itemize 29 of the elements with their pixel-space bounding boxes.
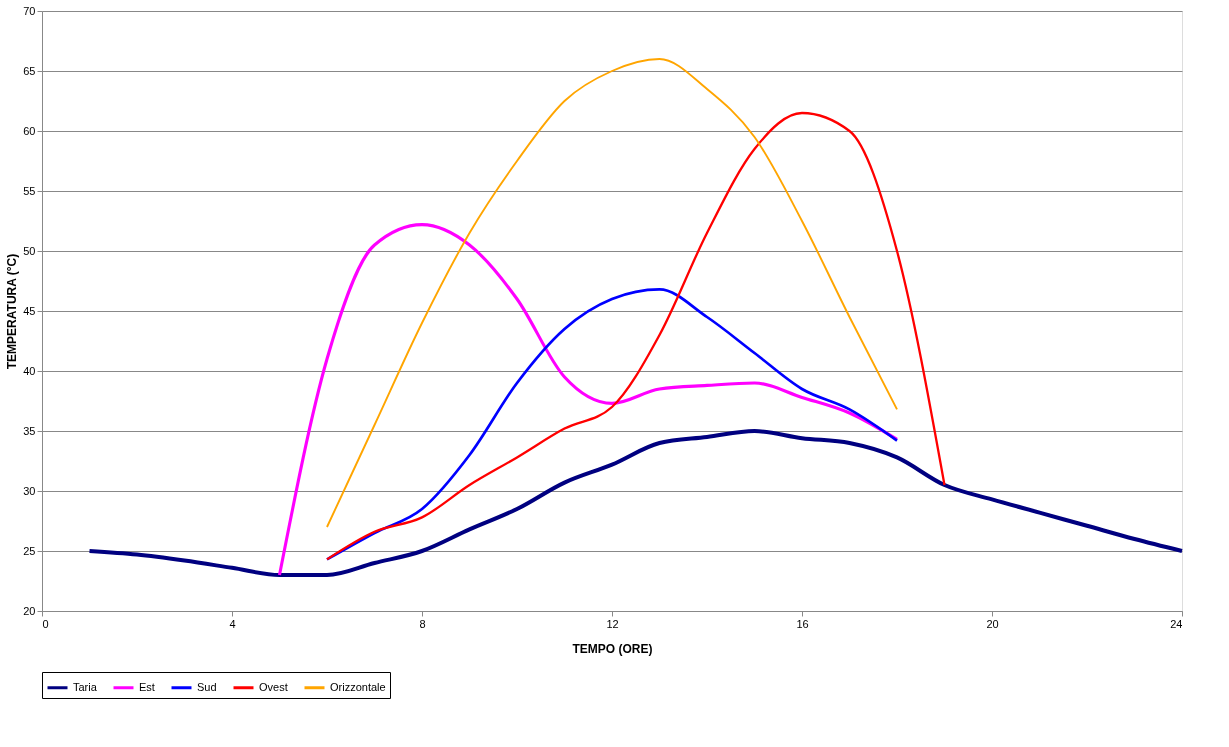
x-tick-label: 8 xyxy=(419,617,426,630)
y-tick-label: 50 xyxy=(23,244,36,257)
legend-label: Ovest xyxy=(259,680,288,693)
x-tick-label: 16 xyxy=(796,617,809,630)
legend-label: Sud xyxy=(197,680,217,693)
y-tick-label: 70 xyxy=(23,4,36,17)
x-tick-label: 12 xyxy=(606,617,619,630)
legend-label: Taria xyxy=(73,680,98,693)
y-tick-label: 60 xyxy=(23,124,36,137)
line-series xyxy=(325,111,946,561)
y-tick-label: 30 xyxy=(23,484,36,497)
x-tick-label: 24 xyxy=(1170,617,1183,630)
y-axis-title: TEMPERATURA (°C) xyxy=(5,253,20,370)
y-tick-label: 35 xyxy=(23,424,36,437)
line-series xyxy=(87,429,1184,577)
y-tick-label: 45 xyxy=(23,304,36,317)
x-tick-label: 0 xyxy=(42,617,49,630)
y-tick-label: 65 xyxy=(23,64,36,77)
x-axis-title: TEMPO (ORE) xyxy=(572,641,653,656)
y-tick-label: 25 xyxy=(23,544,36,557)
y-tick-label: 40 xyxy=(23,364,36,377)
line-series xyxy=(277,223,899,577)
y-tick-label: 20 xyxy=(23,604,36,617)
y-tick-label: 55 xyxy=(23,184,36,197)
x-tick-label: 4 xyxy=(229,617,236,630)
x-tick-label: 20 xyxy=(986,617,999,630)
legend-label: Est xyxy=(139,680,155,693)
legend-label: Orizzontale xyxy=(330,680,386,693)
line-series xyxy=(326,58,898,528)
